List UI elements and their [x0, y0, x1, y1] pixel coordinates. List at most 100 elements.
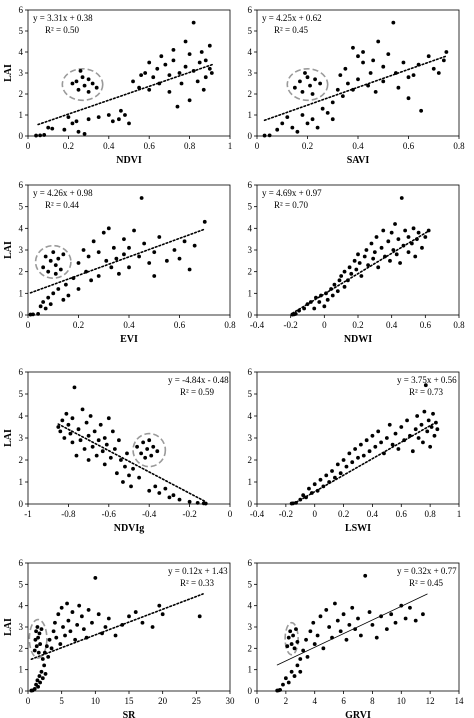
x-tick-label: 8	[370, 696, 375, 706]
data-point	[66, 422, 71, 427]
data-point	[103, 625, 108, 629]
data-point	[106, 226, 111, 231]
data-point	[149, 453, 154, 458]
data-point	[70, 610, 75, 614]
data-point	[125, 451, 129, 456]
data-point	[127, 245, 131, 250]
data-point	[441, 58, 446, 63]
data-point	[187, 499, 192, 504]
data-point	[98, 422, 103, 427]
data-point	[203, 58, 208, 63]
data-point	[410, 449, 415, 454]
data-point	[342, 284, 347, 289]
data-point	[86, 433, 91, 438]
data-point	[157, 81, 162, 86]
data-point	[308, 83, 312, 88]
data-point	[358, 633, 363, 638]
y-tick-label: 6	[248, 5, 253, 15]
data-point	[346, 81, 350, 86]
data-point	[122, 252, 126, 257]
x-tick-label: 10	[397, 696, 407, 706]
x-tick-label: -1	[24, 509, 32, 519]
data-point	[75, 622, 80, 627]
data-point	[333, 601, 337, 606]
data-point	[262, 133, 267, 138]
data-point	[303, 71, 307, 75]
data-point	[335, 87, 340, 92]
data-point	[379, 245, 384, 250]
r-squared-label: R² = 0.59	[180, 387, 215, 397]
data-point	[381, 79, 386, 84]
data-point	[393, 71, 398, 75]
data-point	[309, 491, 314, 495]
highlight-ellipse	[61, 68, 104, 102]
data-point	[37, 674, 42, 678]
data-point	[362, 254, 367, 259]
y-tick-label: 3	[248, 433, 253, 443]
data-point	[364, 248, 369, 252]
data-point	[356, 77, 360, 82]
data-point	[191, 69, 196, 73]
data-point	[315, 633, 320, 638]
data-point	[209, 71, 214, 75]
data-point	[171, 493, 176, 498]
x-tick-label: 30	[226, 696, 236, 706]
data-point	[104, 258, 109, 263]
data-point	[300, 90, 305, 94]
data-point	[187, 98, 192, 103]
data-point	[48, 302, 53, 307]
data-point	[123, 464, 127, 469]
y-tick-label: 0	[248, 310, 253, 320]
data-point	[321, 484, 326, 489]
data-point	[278, 688, 282, 692]
regression-line	[276, 593, 428, 666]
data-point	[37, 631, 42, 636]
data-point	[34, 629, 38, 634]
x-tick-label: 12	[426, 696, 435, 706]
data-point	[289, 642, 294, 646]
data-point	[393, 222, 397, 226]
data-point	[108, 455, 113, 460]
data-point	[76, 287, 81, 291]
y-tick-label: 4	[19, 601, 24, 611]
y-tick-label: 4	[19, 223, 24, 233]
data-point	[344, 637, 349, 642]
data-point	[399, 196, 404, 200]
x-tick-label: -0.4	[250, 509, 265, 519]
data-point	[164, 258, 169, 263]
data-point	[310, 92, 315, 96]
y-tick-label: 5	[248, 389, 253, 399]
data-point	[329, 287, 333, 291]
x-axis-label: NDWI	[344, 334, 372, 345]
data-point	[434, 420, 438, 425]
y-tick-label: 5	[19, 389, 24, 399]
data-point	[330, 100, 335, 105]
y-tick-label: 1	[19, 110, 24, 120]
data-point	[66, 293, 71, 298]
data-point	[82, 83, 87, 88]
data-point	[56, 256, 61, 261]
data-point	[350, 460, 355, 465]
x-tick-label: -0.2	[182, 509, 196, 519]
data-point	[195, 79, 200, 84]
data-point	[41, 300, 46, 304]
data-point	[42, 133, 47, 137]
y-tick-label: 6	[19, 558, 24, 568]
x-tick-label: -0.2	[284, 320, 298, 330]
data-point	[179, 81, 184, 86]
x-tick-label: 0.4	[386, 320, 398, 330]
data-point	[60, 418, 65, 423]
data-point	[330, 635, 334, 640]
data-point	[382, 451, 386, 456]
data-point	[187, 267, 192, 272]
data-point	[42, 650, 47, 655]
data-point	[351, 45, 355, 50]
data-point	[51, 291, 56, 296]
data-point	[390, 442, 395, 447]
data-point	[369, 241, 374, 246]
data-point	[319, 293, 323, 298]
data-point	[295, 663, 300, 668]
data-point	[310, 117, 315, 122]
x-tick-label: -0.8	[61, 509, 76, 519]
